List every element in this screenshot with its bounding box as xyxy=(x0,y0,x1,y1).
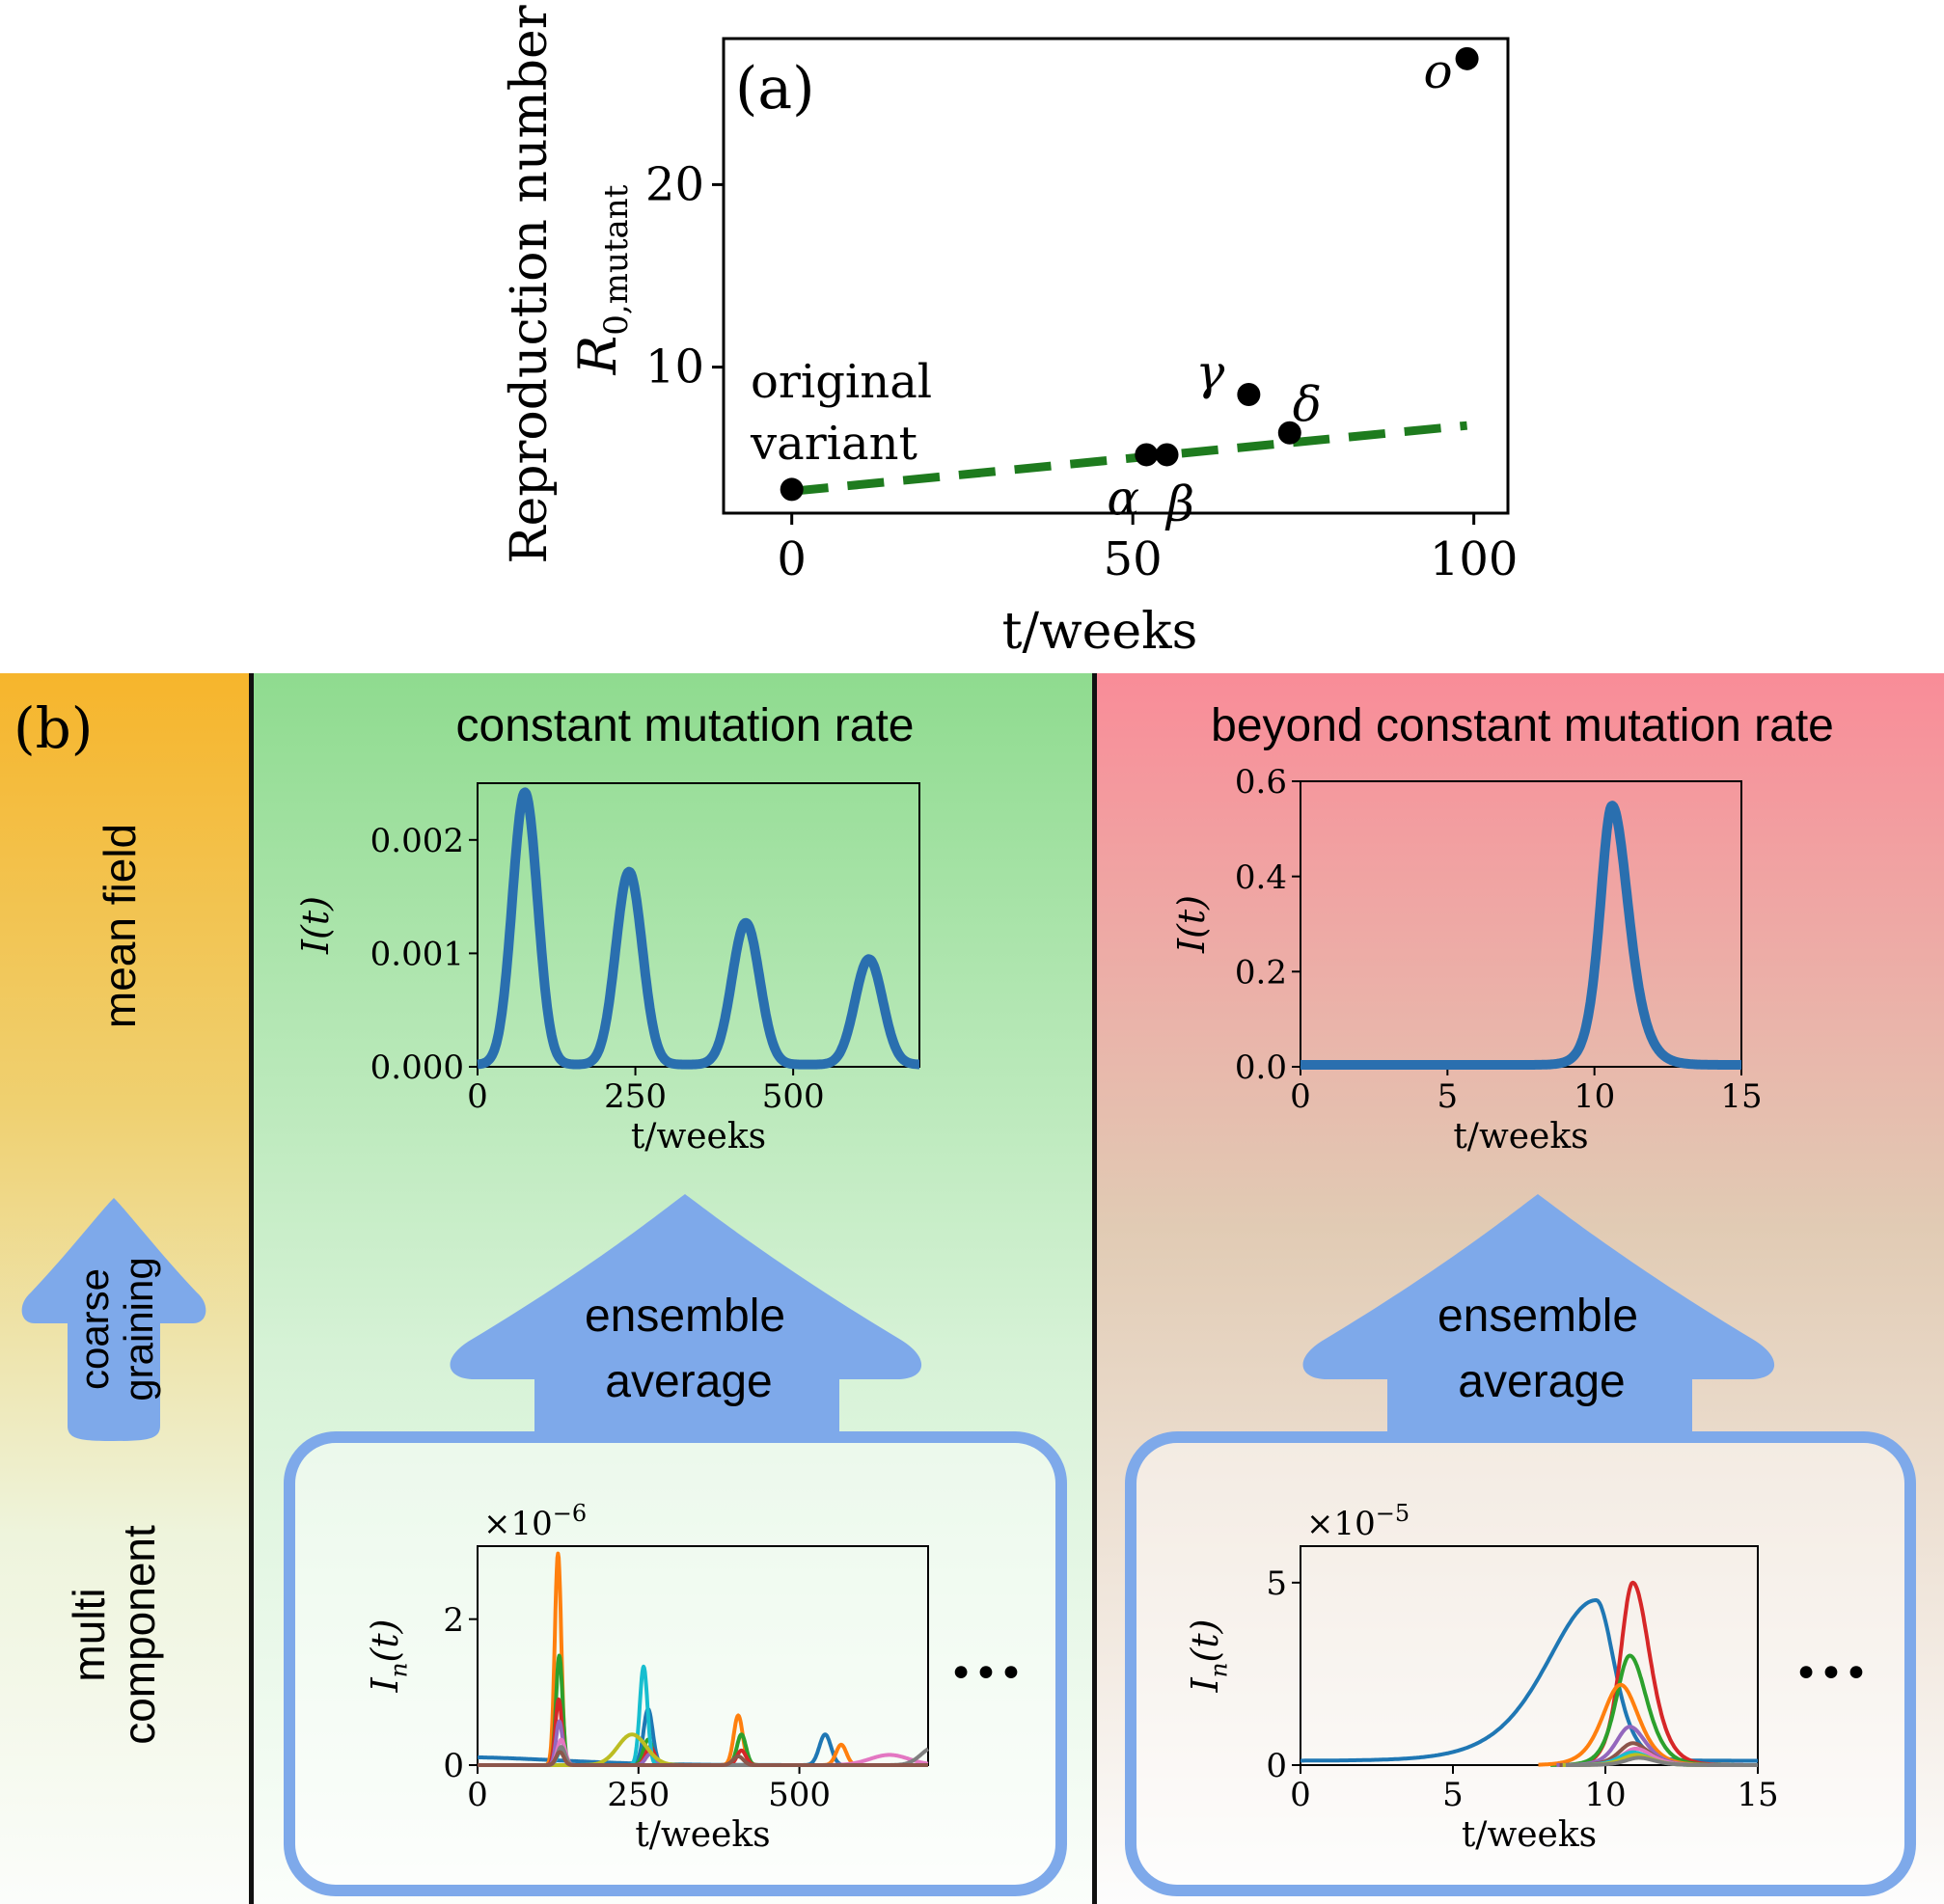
y-tick-label: 0.002 xyxy=(370,822,464,860)
annotation-original-line1: original xyxy=(751,355,932,409)
panel-a: 0 50 100 10 20 α β γ δ o (a) t/weeks Reproduction… xyxy=(501,5,1518,661)
column-title-left: constant mutation rate xyxy=(456,700,915,751)
series-line xyxy=(474,787,923,1070)
panel-a-ylabel-line2: R0,mutant xyxy=(567,184,636,375)
x-tick-label: 500 xyxy=(768,1776,831,1814)
y-tick-label: 0.0 xyxy=(1235,1048,1287,1087)
y-axis-label: I(t) xyxy=(1170,895,1213,954)
point-label: o xyxy=(1424,43,1453,99)
x-tick-label: 10 xyxy=(1574,1077,1615,1116)
x-tick-label: 250 xyxy=(607,1776,670,1814)
multi-component-frame-left xyxy=(284,1431,1067,1896)
x-tick-label: 5 xyxy=(1442,1776,1464,1814)
ensemble-arrow-left: ensemble average xyxy=(450,1194,922,1439)
y-tick-label: 20 xyxy=(645,157,704,211)
y-tick-label: 0.6 xyxy=(1235,763,1287,802)
ensemble-arrow-right: ensemble average xyxy=(1302,1194,1775,1439)
ellipsis-right: ••• xyxy=(1793,1649,1869,1699)
row-label-multi-line2: component xyxy=(114,1525,164,1745)
ellipsis-left: ••• xyxy=(948,1649,1024,1699)
data-point xyxy=(1135,443,1159,467)
point-label: β xyxy=(1164,476,1194,531)
panel-a-ylabel-line1: Reproduction number xyxy=(501,5,559,563)
svg-text:R0,mutant: R0,mutant xyxy=(567,184,636,375)
x-axis-label: t/weeks xyxy=(631,1117,766,1156)
series-line xyxy=(1297,801,1745,1070)
x-tick-label: 0 xyxy=(467,1077,488,1116)
ensemble-right-line1: ensemble xyxy=(1437,1291,1638,1342)
x-axis-label: t/weeks xyxy=(1453,1117,1588,1156)
x-tick-label: 15 xyxy=(1737,1776,1778,1814)
series-line xyxy=(476,1750,930,1767)
data-point xyxy=(1155,443,1179,467)
data-point xyxy=(1277,421,1301,445)
chart-multi-component-constant: 0 250 500 0 2 t/weeks In(t) ×10−6 xyxy=(364,1500,930,1855)
x-axis-label: t/weeks xyxy=(635,1815,770,1855)
coarse-graining-line2: graining xyxy=(116,1257,161,1401)
x-tick-label: 100 xyxy=(1430,532,1519,586)
series-line xyxy=(1564,1755,1760,1767)
row-label-mean-field: mean field xyxy=(95,824,145,1028)
panel-b-label: (b) xyxy=(14,695,93,761)
multi-component-frame-right xyxy=(1125,1431,1916,1896)
ensemble-arrow-right-shape xyxy=(1302,1194,1775,1439)
data-point xyxy=(1237,383,1261,406)
coarse-graining-line1: coarse xyxy=(71,1268,117,1390)
data-point xyxy=(780,477,804,502)
chart-mean-field-constant: 0 250 500 0.000 0.001 0.002 t/weeks I(t) xyxy=(294,782,923,1156)
x-tick-label: 15 xyxy=(1720,1077,1762,1116)
ensemble-left-line2: average xyxy=(605,1356,772,1407)
point-label: α xyxy=(1107,470,1139,526)
y-axis-label: In(t) xyxy=(1184,1619,1233,1694)
point-label: δ xyxy=(1293,377,1322,433)
annotation-original-line2: variant xyxy=(750,417,917,471)
divider-left xyxy=(249,673,254,1904)
y-tick-label: 2 xyxy=(443,1601,464,1640)
y-axis-label: I(t) xyxy=(294,896,337,955)
y-tick-label: 10 xyxy=(645,340,704,394)
y-tick-label: 0.000 xyxy=(370,1048,464,1087)
ensemble-arrow-left-shape xyxy=(450,1194,922,1439)
coarse-graining-arrow-shape xyxy=(21,1198,206,1441)
x-tick-label: 0 xyxy=(467,1776,488,1814)
y-multiplier: ×10−6 xyxy=(483,1500,587,1543)
y-tick-label: 0.001 xyxy=(370,936,464,974)
coarse-graining-arrow: coarse graining xyxy=(21,1198,206,1441)
data-point xyxy=(1455,46,1479,70)
panel-a-xlabel: t/weeks xyxy=(1002,603,1198,661)
x-tick-label: 10 xyxy=(1584,1776,1626,1814)
x-tick-label: 0 xyxy=(1290,1077,1311,1116)
plot-frame xyxy=(1300,1545,1759,1766)
y-tick-label: 0.4 xyxy=(1235,858,1287,897)
chart-mean-field-beyond: 0 5 10 15 0.0 0.2 0.4 0.6 t/weeks I(t) xyxy=(1170,763,1763,1156)
row-label-multi-line1: multi xyxy=(64,1588,114,1681)
y-tick-label: 0 xyxy=(1266,1747,1287,1785)
x-tick-label: 250 xyxy=(604,1077,667,1116)
y-tick-label: 5 xyxy=(1266,1564,1287,1603)
ensemble-right-line2: average xyxy=(1458,1356,1625,1407)
x-tick-label: 0 xyxy=(777,532,807,586)
panel-a-label: (a) xyxy=(735,55,815,122)
y-tick-label: 0.2 xyxy=(1235,954,1287,993)
x-tick-label: 50 xyxy=(1104,532,1163,586)
trend-line xyxy=(791,421,1468,496)
x-tick-label: 5 xyxy=(1437,1077,1459,1116)
point-label: γ xyxy=(1195,344,1224,400)
x-axis-label: t/weeks xyxy=(1462,1815,1597,1855)
x-tick-label: 0 xyxy=(1290,1776,1311,1814)
x-tick-label: 500 xyxy=(762,1077,825,1116)
ensemble-left-line1: ensemble xyxy=(585,1291,785,1342)
y-axis-label: In(t) xyxy=(364,1619,413,1694)
column-title-right: beyond constant mutation rate xyxy=(1211,700,1834,751)
divider-middle xyxy=(1092,673,1097,1904)
y-tick-label: 0 xyxy=(443,1747,464,1785)
